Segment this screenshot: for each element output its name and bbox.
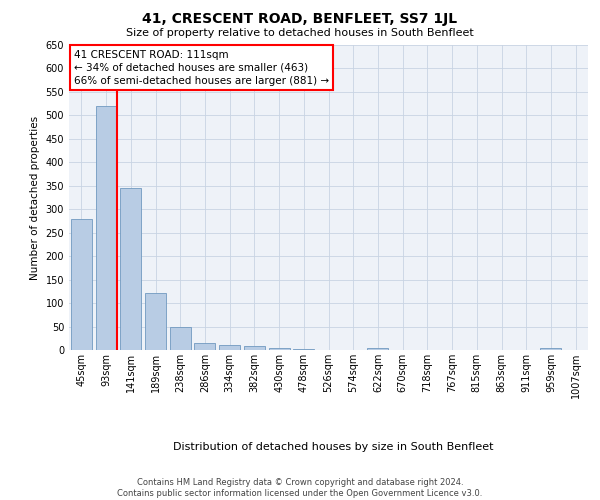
Bar — [120, 188, 141, 350]
Text: 41, CRESCENT ROAD, BENFLEET, SS7 1JL: 41, CRESCENT ROAD, BENFLEET, SS7 1JL — [142, 12, 458, 26]
Bar — [194, 343, 215, 350]
Text: 41 CRESCENT ROAD: 111sqm
← 34% of detached houses are smaller (463)
66% of semi-: 41 CRESCENT ROAD: 111sqm ← 34% of detach… — [74, 50, 329, 86]
Y-axis label: Number of detached properties: Number of detached properties — [30, 116, 40, 280]
Text: Distribution of detached houses by size in South Benfleet: Distribution of detached houses by size … — [173, 442, 493, 452]
Text: Contains HM Land Registry data © Crown copyright and database right 2024.
Contai: Contains HM Land Registry data © Crown c… — [118, 478, 482, 498]
Bar — [541, 348, 562, 350]
Bar — [71, 218, 92, 350]
Bar — [244, 346, 265, 350]
Bar — [269, 348, 290, 350]
Text: Size of property relative to detached houses in South Benfleet: Size of property relative to detached ho… — [126, 28, 474, 38]
Bar — [219, 346, 240, 350]
Bar — [145, 293, 166, 350]
Bar — [293, 348, 314, 350]
Bar — [95, 106, 116, 350]
Bar — [367, 348, 388, 350]
Bar — [170, 328, 191, 350]
